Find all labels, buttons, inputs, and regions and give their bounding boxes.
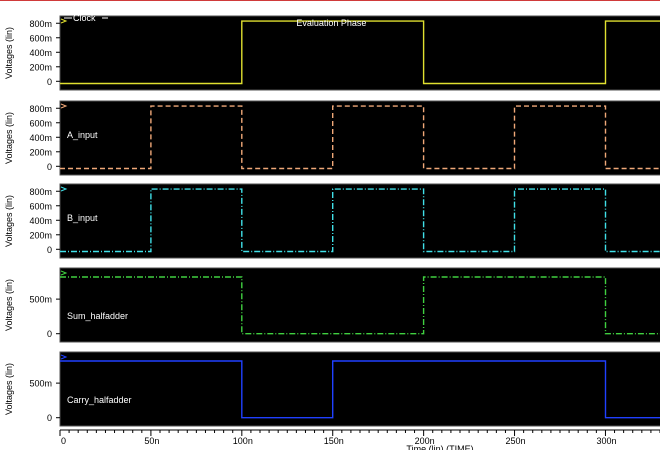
y-tick-label: 200m xyxy=(29,147,52,157)
series-line-Sum_halfadder xyxy=(60,276,660,335)
legend-label: Clock xyxy=(73,13,96,23)
y-tick-label: 0 xyxy=(47,245,52,255)
x-tick-label: 50n xyxy=(144,436,159,446)
series-start-marker xyxy=(60,354,68,360)
y-tick-label: 500m xyxy=(29,295,52,305)
window-top-border xyxy=(0,0,660,1)
x-tick-label: 150n xyxy=(324,436,344,446)
series-line-Carry_halfadder xyxy=(60,360,660,419)
series-line-Clock xyxy=(60,20,660,85)
legend-label: Carry_halfadder xyxy=(67,395,132,405)
plot-frame-3 xyxy=(59,183,660,259)
legend-label: B_input xyxy=(67,213,98,223)
plot-area-3 xyxy=(60,184,660,258)
plot-frame-1 xyxy=(59,15,660,91)
y-tick-label: 400m xyxy=(29,133,52,143)
series-line-B_input xyxy=(60,188,660,253)
y-tick-label: 200m xyxy=(29,230,52,240)
y-axis-label: Voltages (lin) xyxy=(4,195,14,247)
series-start-marker xyxy=(60,186,68,192)
x-axis-label: Time (lin) (TIME) xyxy=(406,444,473,450)
y-tick-label: 0 xyxy=(47,77,52,87)
y-tick-label: 800m xyxy=(29,104,52,114)
x-tick-label: 250n xyxy=(506,436,526,446)
y-tick-label: 800m xyxy=(29,187,52,197)
series-line-A_input xyxy=(60,105,660,170)
plot-area-2 xyxy=(60,101,660,175)
series-start-marker xyxy=(60,103,68,109)
plot-frame-4 xyxy=(59,267,660,343)
x-tick-label: 100n xyxy=(233,436,253,446)
y-tick-label: 600m xyxy=(29,118,52,128)
x-tick-label: 200n xyxy=(415,436,435,446)
y-tick-label: 600m xyxy=(29,201,52,211)
y-axis-label: Voltages (lin) xyxy=(4,112,14,164)
legend-label: A_input xyxy=(67,130,98,140)
annotation-label: Evaluation Phase xyxy=(296,18,366,28)
y-axis-label: Voltages (lin) xyxy=(4,27,14,79)
y-tick-label: 0 xyxy=(47,162,52,172)
y-tick-label: 400m xyxy=(29,216,52,226)
series-start-marker xyxy=(60,270,68,276)
x-tick-label: 0 xyxy=(61,436,66,446)
plot-area-4 xyxy=(60,268,660,342)
plot-area-5 xyxy=(60,352,660,426)
series-start-marker xyxy=(60,18,68,24)
plot-frame-5 xyxy=(59,351,660,427)
plot-area-1 xyxy=(60,16,660,90)
y-tick-label: 600m xyxy=(29,33,52,43)
y-tick-label: 0 xyxy=(47,413,52,423)
y-tick-label: 0 xyxy=(47,329,52,339)
y-tick-label: 200m xyxy=(29,62,52,72)
y-axis-label: Voltages (lin) xyxy=(4,363,14,415)
plot-frame-2 xyxy=(59,100,660,176)
y-tick-label: 800m xyxy=(29,19,52,29)
legend-label: Sum_halfadder xyxy=(67,311,128,321)
y-axis-label: Voltages (lin) xyxy=(4,279,14,331)
y-tick-label: 400m xyxy=(29,48,52,58)
y-tick-label: 500m xyxy=(29,379,52,389)
x-tick-label: 300n xyxy=(596,436,616,446)
